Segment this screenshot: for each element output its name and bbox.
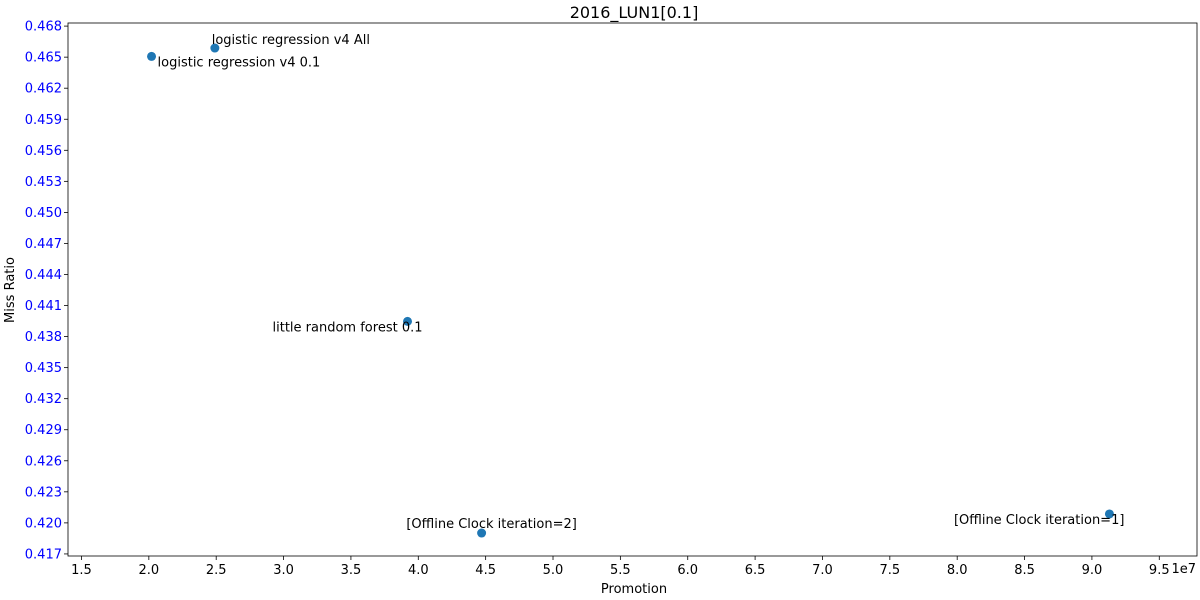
x-tick-label: 8.0 <box>947 563 968 578</box>
data-point <box>403 316 413 326</box>
x-tick-label: 6.5 <box>745 563 766 578</box>
x-axis-offset-text: 1e7 <box>1171 562 1196 577</box>
data-point <box>210 43 220 53</box>
y-tick-label: 0.438 <box>25 330 62 345</box>
data-points <box>147 43 1114 538</box>
x-tick-label: 9.5 <box>1149 563 1170 578</box>
y-tick-label: 0.459 <box>25 113 62 128</box>
y-tick-label: 0.465 <box>25 51 62 66</box>
y-tick-label: 0.417 <box>25 547 62 562</box>
plot-area <box>67 22 1198 557</box>
plot-frame <box>67 22 1198 557</box>
y-tick-label: 0.453 <box>25 175 62 190</box>
y-tick-label: 0.441 <box>25 299 62 314</box>
x-tick-label: 4.5 <box>475 563 496 578</box>
point-label: little random forest 0.1 <box>273 320 423 335</box>
y-tick-label: 0.423 <box>25 485 62 500</box>
x-axis-label: Promotion <box>601 582 667 597</box>
x-tick-label: 3.0 <box>273 563 294 578</box>
y-tick-label: 0.450 <box>25 206 62 221</box>
y-axis-label: Miss Ratio <box>3 257 18 323</box>
point-annotations: logistic regression v4 0.1 logistic regre… <box>158 33 1125 532</box>
x-tick-label: 3.5 <box>341 563 362 578</box>
x-tick-label: 5.0 <box>543 563 564 578</box>
y-tick-label: 0.444 <box>25 268 62 283</box>
y-tick-label: 0.432 <box>25 392 62 407</box>
x-tick-label: 8.5 <box>1014 563 1035 578</box>
point-label: [Offline Clock iteration=2] <box>406 517 576 532</box>
y-tick-label: 0.447 <box>25 237 62 252</box>
y-tick-label: 0.456 <box>25 144 62 159</box>
y-tick-label: 0.462 <box>25 82 62 97</box>
chart-title: 2016_LUN1[0.1] <box>570 3 699 23</box>
y-tick-label: 0.429 <box>25 423 62 438</box>
x-tick-label: 2.5 <box>206 563 227 578</box>
x-tick-label: 9.0 <box>1082 563 1103 578</box>
x-tick-label: 4.0 <box>408 563 429 578</box>
point-label: logistic regression v4 0.1 <box>158 55 321 70</box>
y-tick-label: 0.420 <box>25 516 62 531</box>
point-label: [Offline Clock iteration=1] <box>954 513 1124 528</box>
x-tick-label: 6.0 <box>677 563 698 578</box>
y-tick-label: 0.435 <box>25 361 62 376</box>
y-tick-label: 0.426 <box>25 454 62 469</box>
x-tick-label: 2.0 <box>138 563 159 578</box>
point-label: logistic regression v4 All <box>212 33 370 48</box>
data-point <box>477 528 487 538</box>
x-axis-ticks: 1.5 2.0 2.5 3.0 3.5 4.0 4.5 5.0 5.5 6.0 6.5 7.0 7.5 8… <box>71 556 1170 578</box>
data-point <box>147 51 157 61</box>
x-tick-label: 7.0 <box>812 563 833 578</box>
x-tick-label: 7.5 <box>879 563 900 578</box>
x-tick-label: 5.5 <box>610 563 631 578</box>
x-tick-label: 1.5 <box>71 563 92 578</box>
y-tick-label: 0.468 <box>25 20 62 35</box>
data-point <box>1104 509 1114 519</box>
y-axis-ticks: 0.417 0.420 0.423 0.426 0.429 0.432 0.435 0.438… <box>25 20 68 562</box>
